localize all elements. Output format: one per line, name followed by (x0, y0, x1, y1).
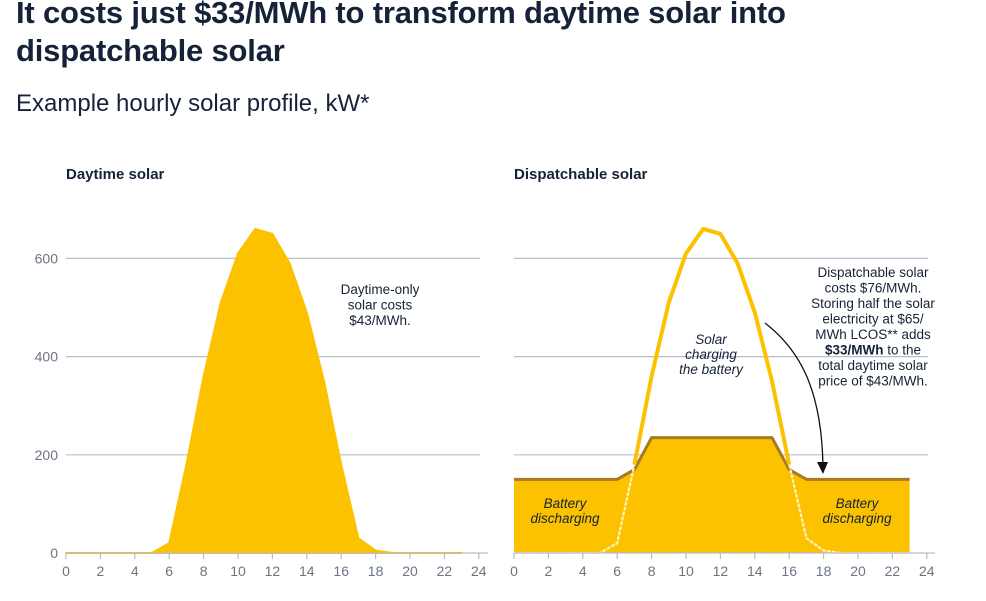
solar-line (632, 226, 792, 466)
dispatchable-cost-annotation-line: costs $76/MWh. (825, 281, 922, 296)
dispatchable-cost-annotation-line: total daytime solar (818, 358, 928, 373)
x-tick-label: 8 (200, 563, 208, 579)
x-tick-label: 18 (368, 563, 384, 579)
x-tick-label: 22 (437, 563, 453, 579)
daytime-cost-annotation-line: $43/MWh. (349, 313, 411, 328)
x-tick-label: 20 (402, 563, 418, 579)
x-tick-label: 2 (545, 563, 553, 579)
solar-charging-label: Solar charging the battery (679, 332, 744, 377)
x-tick-label: 16 (333, 563, 349, 579)
page-subtitle: Example hourly solar profile, kW* (16, 90, 370, 117)
x-tick-label: 14 (299, 563, 315, 579)
x-tick-label: 24 (919, 563, 935, 579)
dispatchable-cost-annotation-line: price of $43/MWh. (818, 374, 928, 389)
daytime-cost-annotation: Daytime-only solar costs $43/MWh. (341, 282, 420, 328)
daytime-cost-annotation-line: Daytime-only (341, 282, 420, 297)
x-tick-label: 2 (97, 563, 105, 579)
x-tick-label: 20 (850, 563, 866, 579)
annotation-arrowhead (817, 462, 828, 474)
y-tick-label: 600 (35, 250, 59, 266)
x-tick-label: 6 (613, 563, 621, 579)
x-tick-label: 14 (747, 563, 763, 579)
x-tick-label: 4 (579, 563, 587, 579)
x-tick-label: 0 (510, 563, 518, 579)
dispatchable-cost-annotation: Dispatchable solar costs $76/MWh. Storing … (811, 265, 935, 389)
battery-discharging-label-left-line: Battery (544, 496, 588, 511)
x-tick-label: 10 (230, 563, 246, 579)
x-tick-label: 10 (678, 563, 694, 579)
y-tick-label: 400 (35, 349, 59, 365)
page-title: It costs just $33/MWh to transform dayti… (16, 0, 786, 68)
solar-charging-label-line: Solar (695, 332, 727, 347)
dispatchable-cost-annotation-line: Storing half the solar (811, 296, 935, 311)
battery-discharging-label-left: Battery discharging (530, 496, 600, 526)
x-tick-label: 16 (781, 563, 797, 579)
x-tick-label: 8 (648, 563, 656, 579)
x-tick-label: 4 (131, 563, 139, 579)
dispatchable-cost-annotation-line: MWh LCOS** adds (815, 327, 931, 342)
battery-discharging-label-right-line: Battery (836, 496, 880, 511)
annotation-arrow (764, 322, 824, 469)
chart-title-dispatchable: Dispatchable solar (514, 166, 648, 183)
dispatched-area (514, 437, 910, 553)
y-tick-label: 0 (50, 545, 58, 561)
battery-discharging-label-right: Battery discharging (822, 496, 892, 526)
x-tick-label: 12 (713, 563, 729, 579)
battery-discharging-label-right-line: discharging (822, 511, 892, 526)
y-tick-label: 200 (35, 447, 59, 463)
dispatched-line (514, 436, 910, 481)
x-tick-label: 0 (62, 563, 70, 579)
dispatchable-cost-annotation-line: electricity at $65/ (822, 312, 924, 327)
x-tick-label: 12 (265, 563, 281, 579)
solar-charging-label-line: the battery (679, 362, 744, 377)
dispatchable-cost-annotation-line: to the (883, 343, 921, 358)
x-tick-label: 24 (471, 563, 487, 579)
daytime-cost-annotation-line: solar costs (348, 298, 413, 313)
dispatchable-cost-annotation-line: Dispatchable solar (817, 265, 929, 280)
solar-charging-label-line: charging (685, 347, 737, 362)
chart-title-daytime: Daytime solar (66, 166, 165, 183)
dispatchable-cost-annotation-line: $33/MWh (825, 343, 884, 358)
x-tick-label: 18 (816, 563, 832, 579)
battery-discharging-label-left-line: discharging (530, 511, 600, 526)
x-tick-label: 22 (885, 563, 901, 579)
x-tick-label: 6 (165, 563, 173, 579)
